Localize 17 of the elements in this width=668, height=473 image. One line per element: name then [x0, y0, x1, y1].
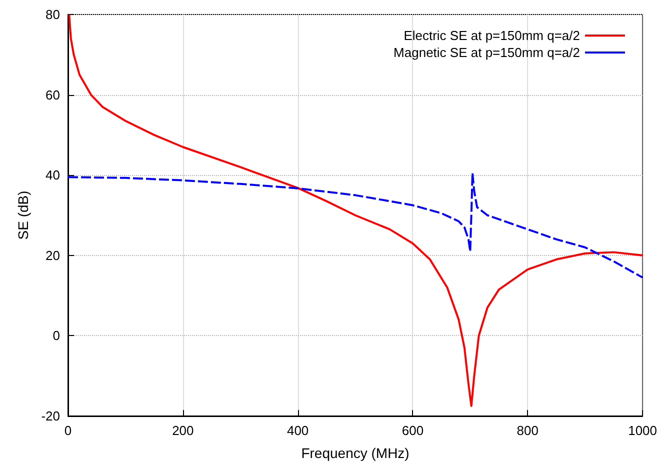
y-tick-label: 80: [46, 7, 60, 22]
x-axis-title: Frequency (MHz): [301, 445, 410, 461]
x-tick-label: 600: [402, 423, 424, 438]
y-tick-label: 0: [52, 328, 60, 344]
x-tick-label: 1000: [628, 423, 657, 438]
y-tick-label: 60: [46, 87, 60, 102]
x-tick-label: 800: [516, 423, 538, 438]
line-series: [67, 172, 644, 278]
legend-label: Magnetic SE at p=150mm q=a/2: [394, 45, 580, 60]
x-tick-label: 200: [172, 423, 194, 438]
x-tick-label: 400: [286, 423, 309, 438]
y-tick-label: 20: [46, 248, 60, 263]
y-tick-label: -20: [41, 408, 60, 424]
legend-label: Electric SE at p=150mm q=a/2: [404, 28, 580, 43]
x-tick-label: 0: [64, 423, 72, 438]
y-tick-label: 40: [46, 168, 60, 183]
y-axis-title: SE (dB): [15, 190, 31, 240]
